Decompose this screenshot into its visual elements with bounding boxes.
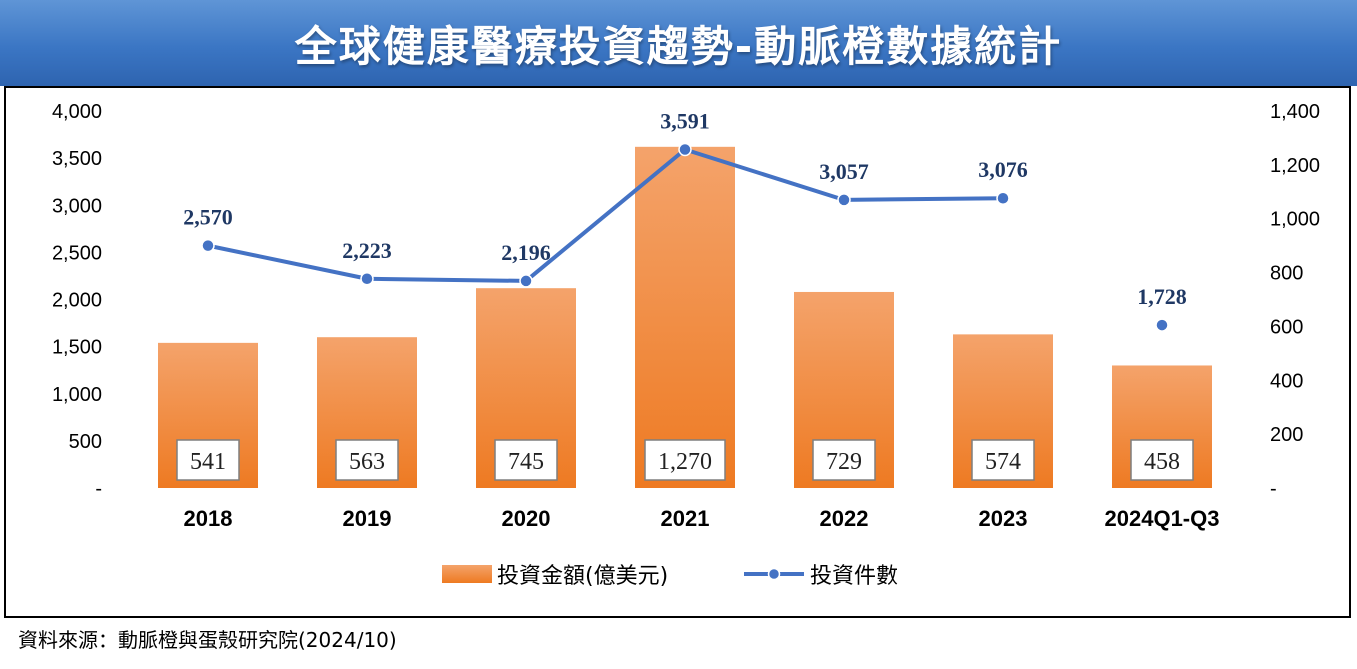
bar-value-text: 1,270 xyxy=(658,449,712,475)
bar-value-box xyxy=(494,439,558,481)
series-line xyxy=(207,147,1004,283)
bar-value-box xyxy=(971,439,1035,481)
title-banner: 全球健康醫療投資趨勢-動脈橙數據統計 xyxy=(0,0,1357,86)
legend: 投資金額(億美元) 投資件數 xyxy=(442,564,898,589)
bar xyxy=(635,146,735,488)
chart-title: 全球健康醫療投資趨勢-動脈橙數據統計 xyxy=(294,21,1063,71)
bar-value-label: 541 xyxy=(176,439,240,481)
category-label: 2018 xyxy=(184,506,233,531)
line-point xyxy=(360,272,374,286)
bar-value-text: 574 xyxy=(985,449,1021,475)
left-tick-label: 1,500 xyxy=(52,337,102,359)
bar-value-label: 1,270 xyxy=(644,439,726,481)
chart-area: -5001,0001,5002,0002,5003,0003,5004,000 … xyxy=(52,101,1320,589)
line-point xyxy=(837,193,851,207)
line-value-label: 3,076 xyxy=(978,157,1028,182)
right-tick-label: 600 xyxy=(1270,316,1303,338)
bar-value-text: 541 xyxy=(190,449,226,475)
category-label: 2022 xyxy=(820,506,869,531)
bar-value-box xyxy=(812,439,876,481)
bar-value-text: 563 xyxy=(349,449,385,475)
line-value-label: 2,570 xyxy=(183,205,233,230)
line-point xyxy=(678,142,692,157)
legend-line-marker xyxy=(767,567,781,581)
left-axis: - 500 1,000 1,500 2,000 2,500 3,000 3,500 4,000 xyxy=(52,101,102,500)
line-point xyxy=(1155,318,1169,332)
left-tick-label: 2,000 xyxy=(52,290,102,312)
category-label: 2019 xyxy=(343,506,392,531)
right-tick-label: 400 xyxy=(1270,370,1303,392)
right-tick-label: 1,000 xyxy=(1270,209,1320,231)
right-tick-label: 1,200 xyxy=(1270,155,1320,177)
left-tick-label: 4,000 xyxy=(52,101,102,123)
bar-value-text: 745 xyxy=(508,449,544,475)
line-value-label: 2,223 xyxy=(342,238,392,263)
line-point xyxy=(201,238,215,253)
line-point xyxy=(519,274,533,288)
line-series xyxy=(201,142,1169,332)
category-label: 2024Q1-Q3 xyxy=(1105,506,1220,531)
bar-series xyxy=(158,146,1212,488)
right-tick-label: 1,400 xyxy=(1270,101,1320,123)
right-tick-label: - xyxy=(1270,478,1277,500)
bar-value-label: 745 xyxy=(494,439,558,481)
category-label: 2023 xyxy=(979,506,1028,531)
bar-value-labels: 541 563 745 1,270 729 574 458 xyxy=(176,439,1194,481)
source-note: 資料來源：動脈橙與蛋殼研究院(2024/10) xyxy=(18,628,397,652)
line-value-label: 3,591 xyxy=(660,109,710,134)
category-label: 2021 xyxy=(661,506,710,531)
legend-bar-swatch xyxy=(442,565,492,583)
right-tick-label: 800 xyxy=(1270,263,1303,285)
legend-line-label: 投資件數 xyxy=(810,564,898,589)
category-label: 2020 xyxy=(502,506,551,531)
line-value-label: 2,196 xyxy=(501,240,551,265)
line-value-labels: 2,570 2,223 2,196 3,591 3,057 3,076 1,728 xyxy=(183,109,1187,310)
legend-bar-label: 投資金額(億美元) xyxy=(497,564,668,589)
bar-value-text: 458 xyxy=(1144,449,1180,475)
left-tick-label: 1,000 xyxy=(52,384,102,406)
chart-frame: -500 1,000 1,500 2,000 2,500 3,000 3,500 4,000 … xyxy=(4,86,1351,618)
left-tick-label: 3,500 xyxy=(52,148,102,170)
left-tick-label: 3,000 xyxy=(52,195,102,217)
right-tick-label: 200 xyxy=(1270,424,1303,446)
left-tick-label: 2,500 xyxy=(52,242,102,264)
bar-value-box xyxy=(644,439,726,481)
left-tick-label: 500 xyxy=(69,431,102,453)
line-value-label: 3,057 xyxy=(819,159,869,184)
line-value-label: 1,728 xyxy=(1137,284,1187,309)
bar-value-label: 563 xyxy=(335,439,399,481)
bar-value-box xyxy=(176,439,240,481)
bar-value-label: 458 xyxy=(1130,439,1194,481)
bar-value-box xyxy=(1130,439,1194,481)
line-point xyxy=(996,191,1010,205)
right-axis: - 200 400 600 800 1,000 1,200 1,400 xyxy=(1270,101,1320,500)
bar-value-label: 574 xyxy=(971,439,1035,481)
bar-value-box xyxy=(335,439,399,481)
left-tick-label: - xyxy=(95,478,102,500)
bar-value-label: 729 xyxy=(812,439,876,481)
bar-value-text: 729 xyxy=(826,449,862,475)
category-axis: 2018 2019 2020 2021 2022 2023 2024Q1-Q3 xyxy=(184,506,1220,531)
